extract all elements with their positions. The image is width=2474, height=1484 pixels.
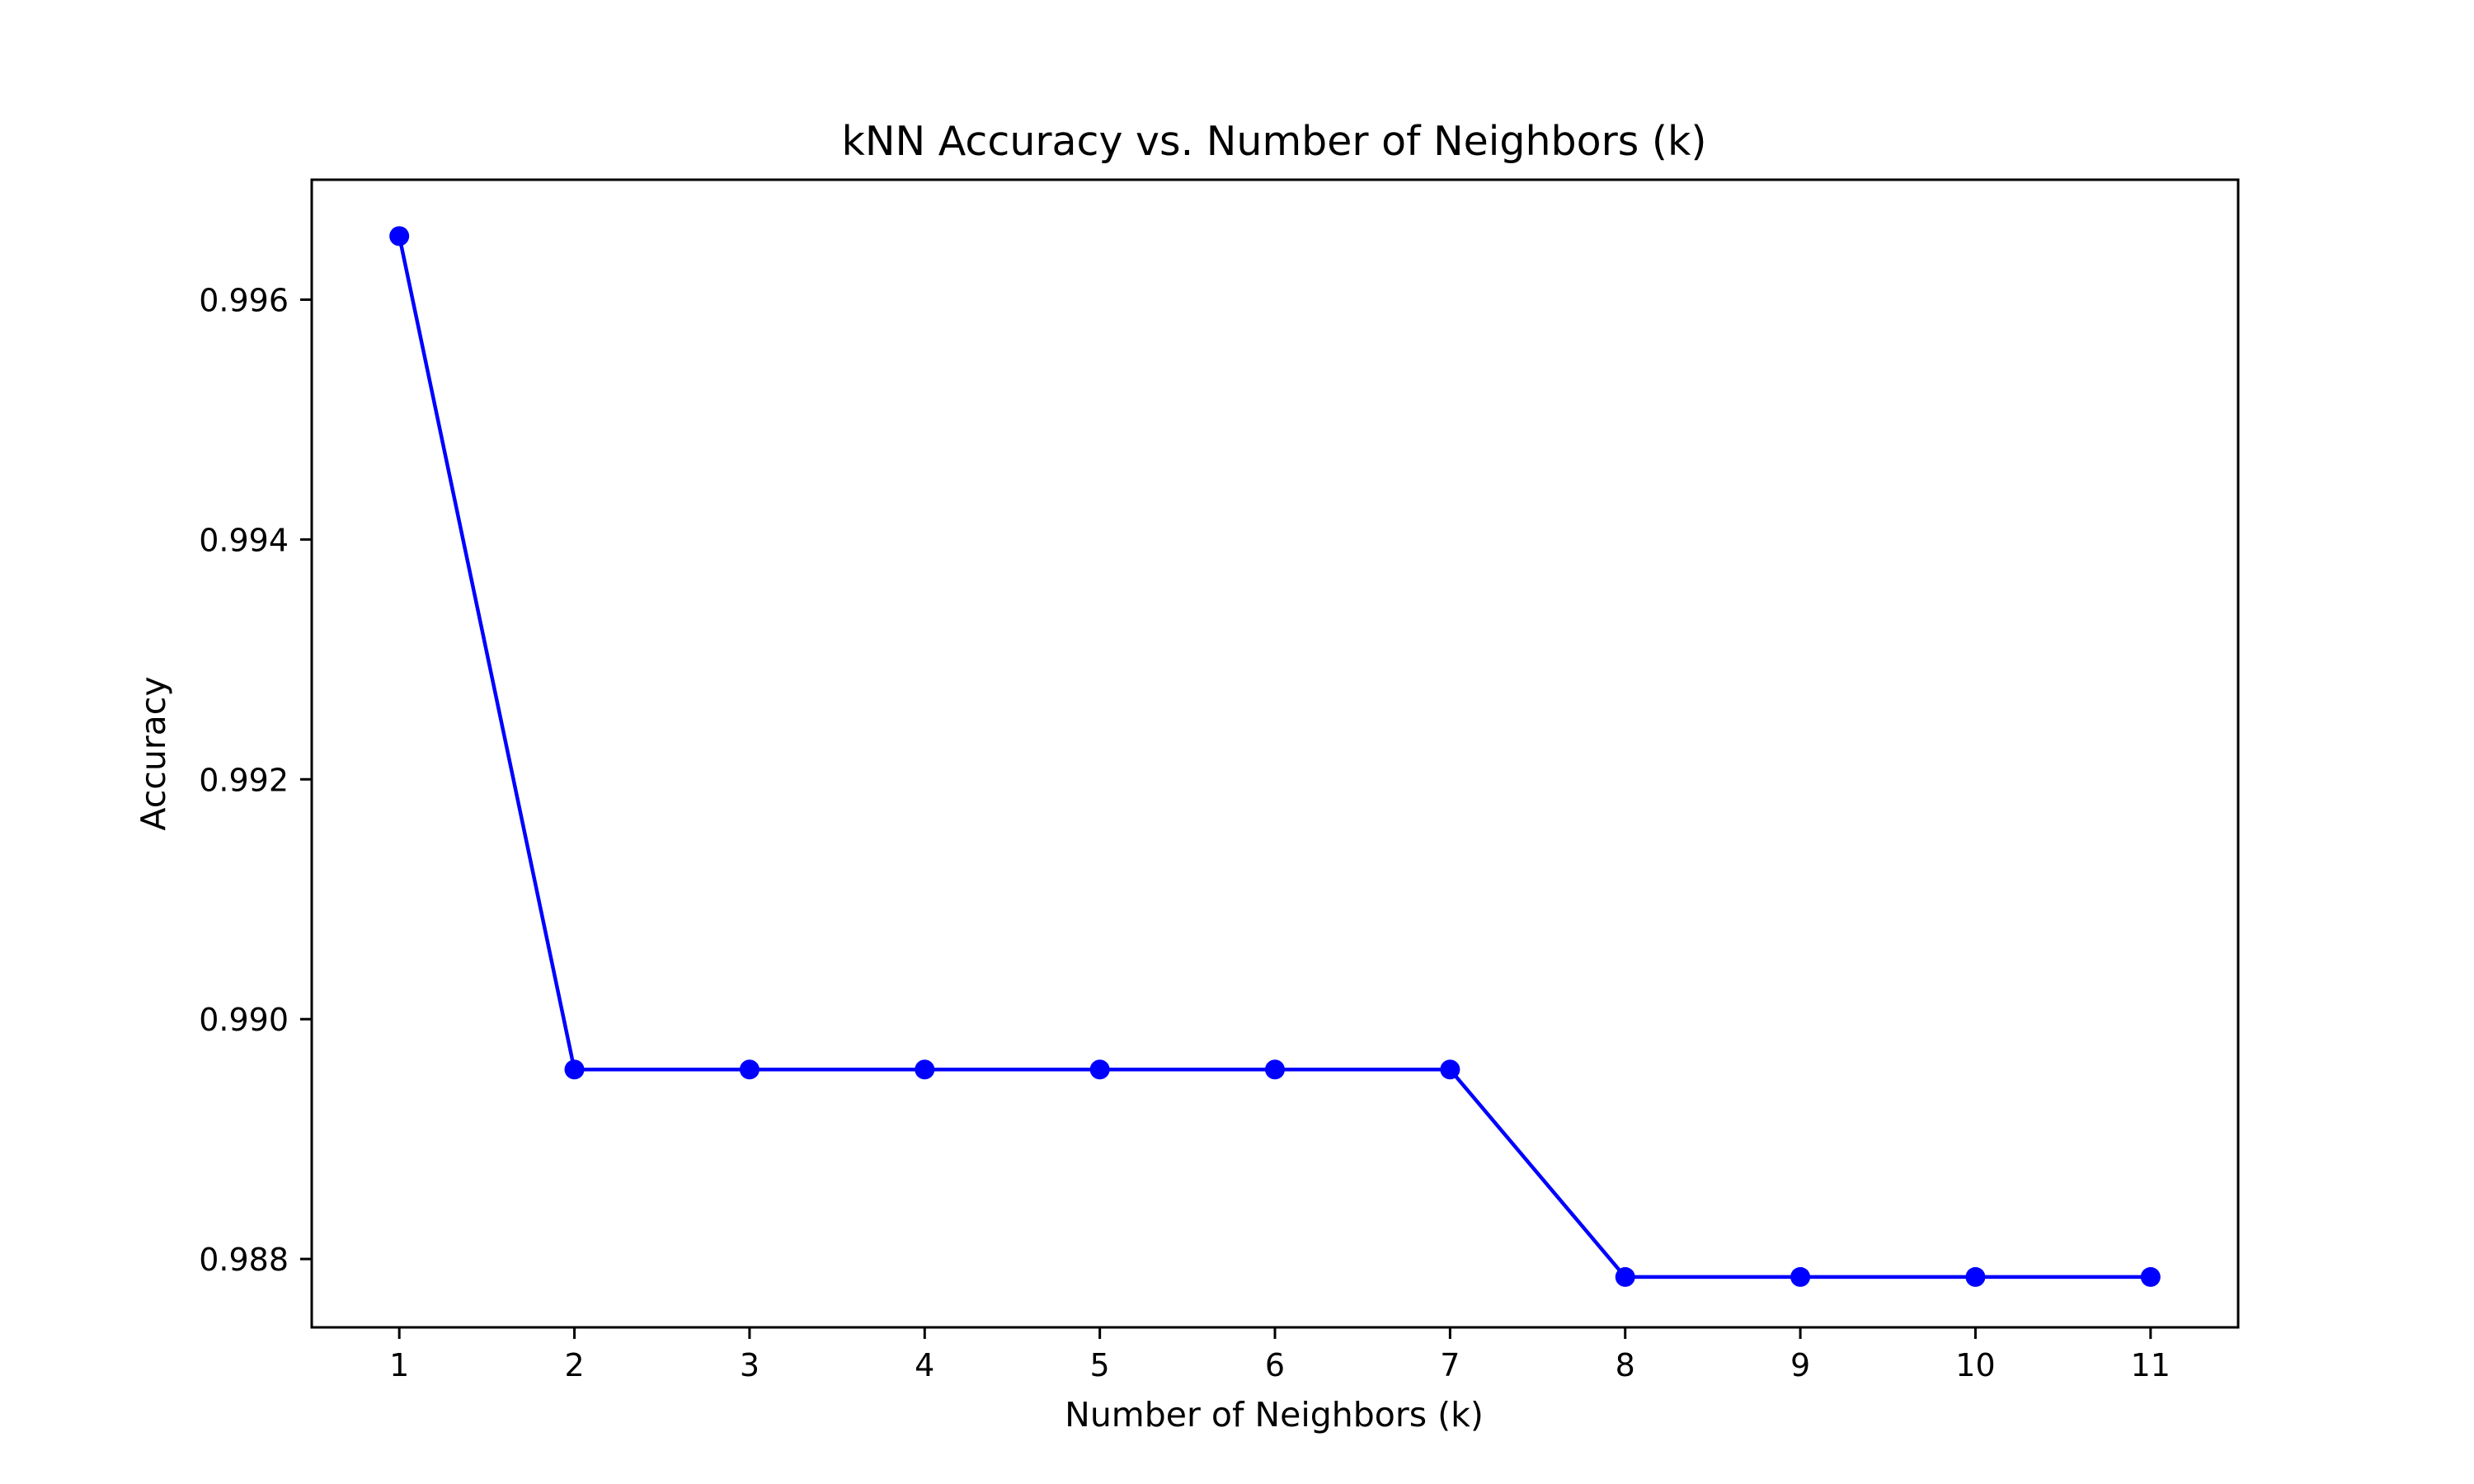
data-point — [2140, 1266, 2161, 1287]
data-point — [1440, 1059, 1460, 1080]
x-tick-label: 7 — [1440, 1347, 1460, 1383]
x-tick-label: 2 — [564, 1347, 584, 1383]
y-tick-label: 0.992 — [199, 762, 289, 798]
data-point — [1615, 1266, 1635, 1287]
y-axis: 0.988 0.990 0.992 0.994 0.996 — [199, 282, 312, 1278]
chart-title: kNN Accuracy vs. Number of Neighbors (k) — [842, 118, 1707, 165]
y-tick-label: 0.996 — [199, 282, 289, 318]
x-tick-label: 9 — [1790, 1347, 1810, 1383]
data-point — [389, 226, 410, 247]
plot-area — [389, 226, 2161, 1287]
y-tick-label: 0.988 — [199, 1242, 289, 1278]
x-tick-label: 1 — [389, 1347, 409, 1383]
x-axis-label: Number of Neighbors (k) — [1065, 1395, 1484, 1435]
x-tick-label: 5 — [1090, 1347, 1110, 1383]
data-point — [564, 1059, 585, 1080]
x-axis: 1 2 3 4 5 6 7 8 9 10 11 — [389, 1327, 2171, 1383]
data-point — [1790, 1266, 1811, 1287]
y-tick-label: 0.990 — [199, 1002, 289, 1038]
data-point — [1265, 1059, 1285, 1080]
x-tick-label: 11 — [2131, 1347, 2171, 1383]
x-tick-label: 4 — [915, 1347, 934, 1383]
x-tick-label: 6 — [1265, 1347, 1285, 1383]
data-point — [1965, 1266, 1986, 1287]
data-point — [1089, 1059, 1110, 1080]
data-point — [915, 1059, 935, 1080]
y-tick-label: 0.994 — [199, 522, 289, 558]
data-point — [739, 1059, 760, 1080]
x-tick-label: 8 — [1616, 1347, 1635, 1383]
x-tick-label: 3 — [740, 1347, 760, 1383]
x-tick-label: 10 — [1955, 1347, 1995, 1383]
y-axis-label: Accuracy — [134, 676, 173, 830]
